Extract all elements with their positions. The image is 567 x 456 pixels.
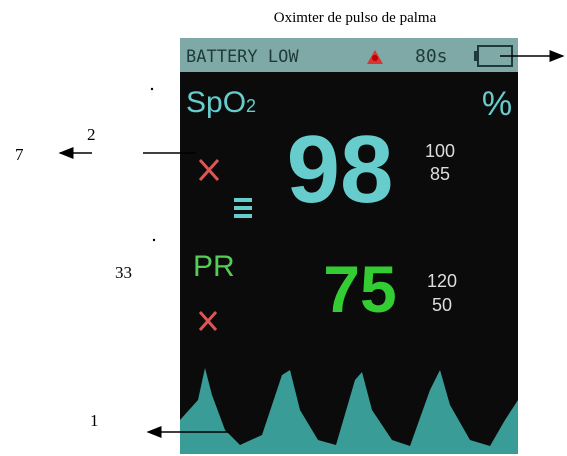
pr-lower-limit: 50 [432,295,452,315]
timer: 80s [415,46,448,67]
spo2-unit: % [482,85,512,123]
callout-label: 1 [90,411,99,430]
spo2-value: 98 [287,116,394,223]
pr-label: PR [193,250,235,283]
alarm-icon-dot [372,55,378,61]
dot [151,88,153,90]
spo2-label: SpO2 [186,86,256,119]
callout-label: 7 [15,145,24,164]
figure-title: Oximter de pulso de palma [274,10,437,26]
callout-label: 2 [87,125,96,144]
spo2-lower-limit: 85 [430,164,450,184]
battery-warning: BATTERY LOW [186,47,299,67]
dot [153,239,155,241]
spo2-label-text: SpO [186,86,246,119]
figure: Oximter de pulso de palma BATTERY LOW 80… [0,0,567,456]
battery-tip [474,51,478,61]
pr-upper-limit: 120 [427,271,457,291]
spo2-upper-limit: 100 [425,141,455,161]
pr-value: 75 [323,252,396,326]
callout-label: 33 [115,263,132,282]
spo2-subscript: 2 [246,96,256,116]
